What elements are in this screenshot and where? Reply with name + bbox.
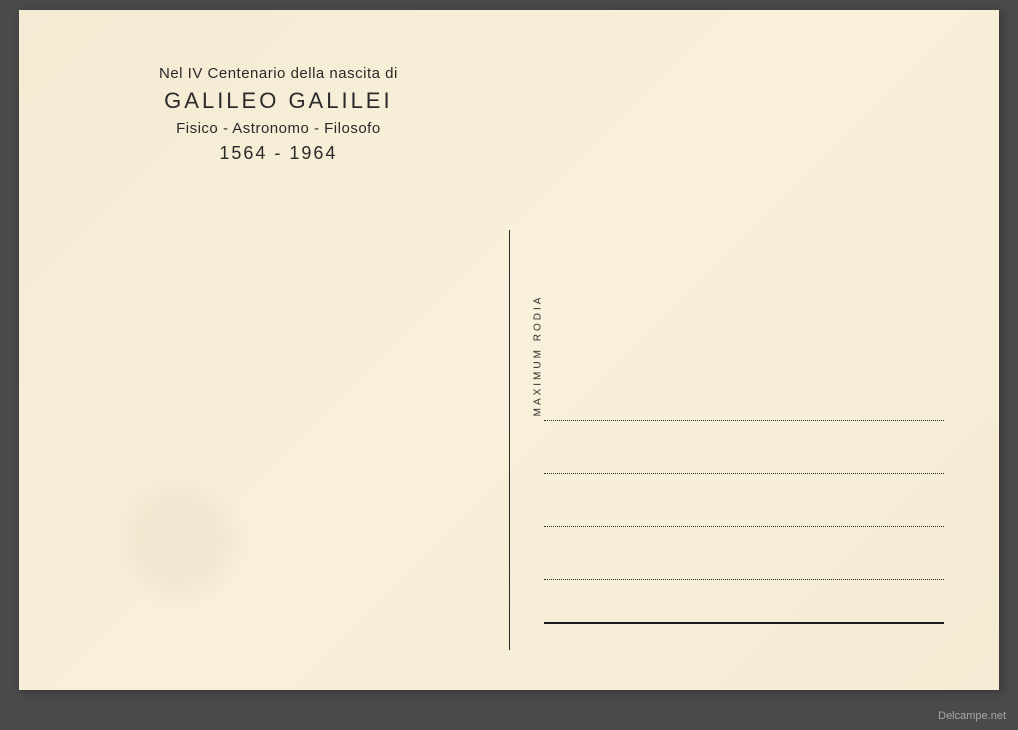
- header-titles: Fisico - Astronomo - Filosofo: [159, 120, 398, 137]
- address-line: [544, 526, 944, 527]
- address-line: [544, 473, 944, 474]
- publisher-label: MAXIMUM RODIA: [532, 295, 543, 417]
- center-divider: [509, 230, 510, 650]
- header-occasion: Nel IV Centenario della nascita di: [159, 65, 398, 82]
- address-area: [544, 420, 944, 624]
- commemorative-header: Nel IV Centenario della nascita di GALIL…: [159, 65, 398, 164]
- header-dates: 1564 - 1964: [159, 143, 398, 164]
- address-underline: [544, 622, 944, 624]
- postcard-back: Nel IV Centenario della nascita di GALIL…: [19, 10, 999, 690]
- address-line: [544, 579, 944, 580]
- header-name: GALILEO GALILEI: [159, 88, 398, 114]
- site-watermark: Delcampe.net: [938, 710, 1006, 722]
- postmark-trace: [109, 470, 249, 610]
- address-line: [544, 420, 944, 421]
